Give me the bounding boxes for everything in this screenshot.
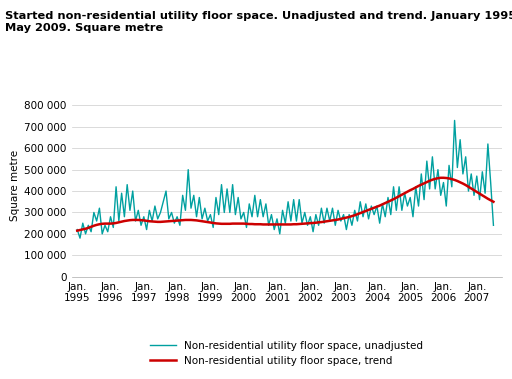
- Non-residential utility floor space, unadjusted: [329, 206, 335, 210]
- Non-residential utility floor space, unadjusted: [280, 208, 286, 213]
- Non-residential utility floor space, trend: [338, 217, 344, 221]
- Legend: Non-residential utility floor space, unadjusted, Non-residential utility floor s: Non-residential utility floor space, una…: [146, 337, 428, 370]
- Non-residential utility floor space, trend: [366, 208, 372, 212]
- Non-residential utility floor space, trend: [438, 175, 444, 180]
- Non-residential utility floor space, unadjusted: [224, 186, 230, 191]
- Non-residential utility floor space, trend: [490, 199, 497, 204]
- Line: Non-residential utility floor space, unadjusted: Non-residential utility floor space, una…: [77, 121, 494, 238]
- Non-residential utility floor space, trend: [485, 196, 491, 201]
- Non-residential utility floor space, unadjusted: [77, 236, 83, 240]
- Non-residential utility floor space, unadjusted: [340, 212, 347, 217]
- Y-axis label: Square metre: Square metre: [10, 150, 20, 221]
- Non-residential utility floor space, trend: [221, 222, 227, 226]
- Non-residential utility floor space, unadjusted: [74, 227, 80, 232]
- Text: Started non-residential utility floor space. Unadjusted and trend. January 1995-: Started non-residential utility floor sp…: [5, 11, 512, 33]
- Non-residential utility floor space, unadjusted: [490, 223, 497, 227]
- Non-residential utility floor space, unadjusted: [368, 204, 374, 208]
- Non-residential utility floor space, unadjusted: [487, 180, 494, 185]
- Line: Non-residential utility floor space, trend: Non-residential utility floor space, tre…: [77, 178, 494, 231]
- Non-residential utility floor space, trend: [327, 219, 333, 223]
- Non-residential utility floor space, trend: [276, 222, 283, 227]
- Non-residential utility floor space, unadjusted: [452, 118, 458, 123]
- Non-residential utility floor space, trend: [74, 229, 80, 233]
